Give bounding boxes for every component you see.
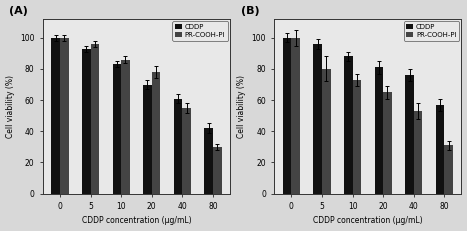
X-axis label: CDDP concentration (μg/mL): CDDP concentration (μg/mL) xyxy=(313,216,423,225)
Text: (B): (B) xyxy=(241,6,259,16)
Bar xyxy=(353,80,361,194)
Bar xyxy=(322,69,331,194)
Text: (A): (A) xyxy=(9,6,28,16)
X-axis label: CDDP concentration (μg/mL): CDDP concentration (μg/mL) xyxy=(82,216,191,225)
Bar xyxy=(174,99,183,194)
Bar xyxy=(51,38,60,194)
Bar xyxy=(143,85,152,194)
Bar xyxy=(60,38,69,194)
Bar xyxy=(113,64,121,194)
Y-axis label: Cell viability (%): Cell viability (%) xyxy=(6,75,14,138)
Bar xyxy=(121,60,130,194)
Bar xyxy=(213,147,221,194)
Bar xyxy=(375,67,383,194)
Y-axis label: Cell viability (%): Cell viability (%) xyxy=(237,75,246,138)
Bar xyxy=(313,44,322,194)
Bar xyxy=(405,75,414,194)
Bar xyxy=(445,145,453,194)
Bar xyxy=(283,38,291,194)
Bar xyxy=(205,128,213,194)
Legend: CDDP, PR-COOH-PI: CDDP, PR-COOH-PI xyxy=(172,21,228,41)
Bar xyxy=(436,105,445,194)
Bar xyxy=(414,111,422,194)
Bar xyxy=(383,92,392,194)
Bar xyxy=(152,72,160,194)
Bar xyxy=(344,57,353,194)
Bar xyxy=(82,49,91,194)
Bar xyxy=(183,108,191,194)
Bar xyxy=(91,44,99,194)
Bar xyxy=(291,38,300,194)
Legend: CDDP, PR-COOH-PI: CDDP, PR-COOH-PI xyxy=(403,21,460,41)
